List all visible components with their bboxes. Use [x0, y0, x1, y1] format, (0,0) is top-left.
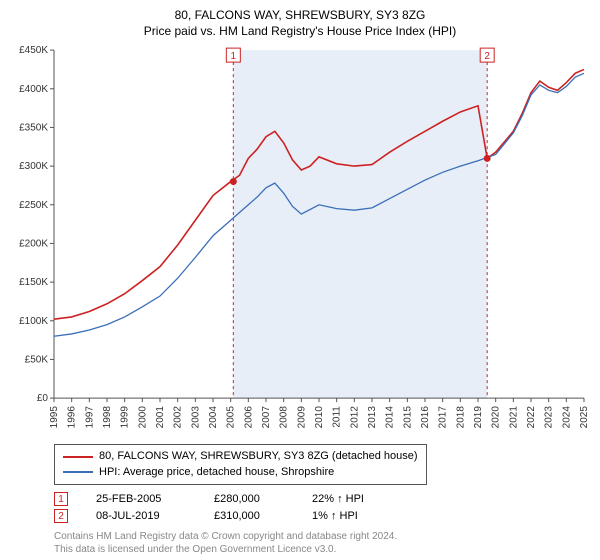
legend-row-property: 80, FALCONS WAY, SHREWSBURY, SY3 8ZG (de…: [63, 449, 418, 464]
page-title: 80, FALCONS WAY, SHREWSBURY, SY3 8ZG: [8, 8, 592, 22]
transaction-price: £310,000: [214, 510, 284, 522]
svg-text:2006: 2006: [243, 406, 254, 429]
transaction-row: 2 08-JUL-2019 £310,000 1% ↑ HPI: [54, 509, 592, 523]
svg-text:2015: 2015: [402, 406, 413, 429]
legend-label-hpi: HPI: Average price, detached house, Shro…: [99, 465, 334, 480]
transaction-badge: 1: [54, 492, 68, 506]
svg-text:2024: 2024: [561, 406, 572, 429]
transaction-delta: 22% ↑ HPI: [312, 493, 392, 505]
svg-text:2001: 2001: [155, 406, 166, 429]
svg-text:£350K: £350K: [19, 122, 48, 133]
svg-text:2023: 2023: [544, 406, 555, 429]
plot-area: £0 £50K £100K £150K £200K £250K £300K £350K £400…: [8, 46, 592, 438]
svg-text:1: 1: [231, 51, 237, 62]
svg-text:£150K: £150K: [19, 277, 48, 288]
legend-row-hpi: HPI: Average price, detached house, Shro…: [63, 465, 418, 480]
page-subtitle: Price paid vs. HM Land Registry's House …: [8, 24, 592, 38]
svg-text:£300K: £300K: [19, 161, 48, 172]
svg-text:1997: 1997: [84, 406, 95, 429]
svg-text:2025: 2025: [579, 406, 590, 429]
svg-text:£50K: £50K: [25, 354, 49, 365]
svg-text:£450K: £450K: [19, 46, 48, 56]
transaction-row: 1 25-FEB-2005 £280,000 22% ↑ HPI: [54, 492, 592, 506]
chart-container: 80, FALCONS WAY, SHREWSBURY, SY3 8ZG Pri…: [0, 0, 600, 560]
svg-text:2002: 2002: [173, 406, 184, 429]
svg-text:2005: 2005: [226, 406, 237, 429]
svg-text:1999: 1999: [120, 406, 131, 429]
svg-text:2007: 2007: [261, 406, 272, 429]
svg-text:£0: £0: [37, 393, 49, 404]
svg-text:2018: 2018: [455, 406, 466, 429]
svg-text:2016: 2016: [420, 406, 431, 429]
legend-swatch-hpi: [63, 471, 93, 473]
transaction-date: 08-JUL-2019: [96, 510, 186, 522]
svg-text:2017: 2017: [438, 406, 449, 429]
footer-line2: This data is licensed under the Open Gov…: [54, 543, 592, 556]
svg-text:1996: 1996: [67, 406, 78, 429]
svg-text:2004: 2004: [208, 406, 219, 429]
svg-text:2: 2: [484, 51, 490, 62]
svg-text:2019: 2019: [473, 406, 484, 429]
legend-swatch-property: [63, 456, 93, 458]
svg-text:2011: 2011: [332, 406, 343, 428]
transaction-price: £280,000: [214, 493, 284, 505]
svg-text:2012: 2012: [349, 406, 360, 429]
svg-text:2021: 2021: [508, 406, 519, 429]
transaction-delta: 1% ↑ HPI: [312, 510, 392, 522]
chart-titles: 80, FALCONS WAY, SHREWSBURY, SY3 8ZG Pri…: [8, 8, 592, 38]
svg-text:2000: 2000: [137, 406, 148, 429]
footer: Contains HM Land Registry data © Crown c…: [54, 530, 592, 556]
transaction-date: 25-FEB-2005: [96, 493, 186, 505]
svg-text:2010: 2010: [314, 406, 325, 429]
svg-text:2009: 2009: [296, 406, 307, 429]
svg-text:2014: 2014: [385, 406, 396, 429]
svg-text:2022: 2022: [526, 406, 537, 429]
svg-text:£400K: £400K: [19, 84, 48, 95]
footer-line1: Contains HM Land Registry data © Crown c…: [54, 530, 592, 543]
transaction-list: 1 25-FEB-2005 £280,000 22% ↑ HPI 2 08-JU…: [54, 489, 592, 526]
svg-text:£200K: £200K: [19, 238, 48, 249]
svg-text:£250K: £250K: [19, 200, 48, 211]
svg-text:2013: 2013: [367, 406, 378, 429]
legend-label-property: 80, FALCONS WAY, SHREWSBURY, SY3 8ZG (de…: [99, 449, 418, 464]
svg-text:1998: 1998: [102, 406, 113, 429]
svg-text:2020: 2020: [491, 406, 502, 429]
line-chart: £0 £50K £100K £150K £200K £250K £300K £350K £400…: [8, 46, 592, 438]
svg-text:£100K: £100K: [19, 316, 48, 327]
transaction-badge: 2: [54, 509, 68, 523]
legend: 80, FALCONS WAY, SHREWSBURY, SY3 8ZG (de…: [54, 444, 427, 485]
svg-text:2008: 2008: [279, 406, 290, 429]
svg-text:1995: 1995: [49, 406, 60, 429]
svg-text:2003: 2003: [190, 406, 201, 429]
